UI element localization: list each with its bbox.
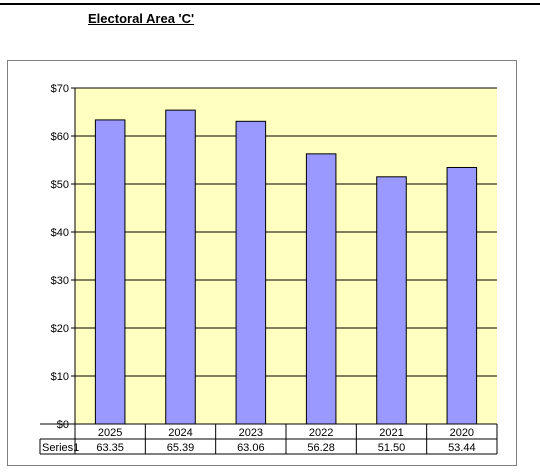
x-tick-label: 2022 bbox=[309, 427, 333, 439]
bar-2021 bbox=[376, 176, 407, 425]
x-tick-label: 2023 bbox=[239, 427, 263, 439]
y-tick-label: $10 bbox=[51, 371, 69, 383]
x-tick-label: 2020 bbox=[450, 427, 474, 439]
bar-2023 bbox=[235, 120, 267, 425]
y-tick-label: $60 bbox=[51, 131, 69, 143]
data-table-value: 65.39 bbox=[167, 442, 195, 454]
y-tick-label: $30 bbox=[51, 275, 69, 287]
bar-2022 bbox=[305, 153, 337, 425]
top-border-line bbox=[0, 3, 540, 5]
data-table-value: 63.06 bbox=[237, 442, 265, 454]
plot-area bbox=[75, 88, 497, 424]
page-title: Electoral Area 'C' bbox=[88, 11, 195, 26]
data-table-value: 51.50 bbox=[378, 442, 406, 454]
x-tick-label: 2024 bbox=[168, 427, 192, 439]
bar-2020 bbox=[446, 166, 478, 425]
data-table-value: 53.44 bbox=[448, 442, 476, 454]
y-tick-label: $0 bbox=[57, 419, 69, 431]
bar-2025 bbox=[94, 119, 126, 425]
y-tick-label: $70 bbox=[51, 83, 69, 95]
x-tick-label: 2021 bbox=[379, 427, 403, 439]
data-table-value: 56.28 bbox=[307, 442, 335, 454]
y-tick-label: $40 bbox=[51, 227, 69, 239]
bar-2024 bbox=[165, 109, 196, 425]
series-name-label: Series1 bbox=[42, 442, 79, 454]
data-table-value: 63.35 bbox=[96, 442, 124, 454]
y-tick-label: $50 bbox=[51, 179, 69, 191]
y-tick-label: $20 bbox=[51, 323, 69, 335]
x-tick-label: 2025 bbox=[98, 427, 122, 439]
